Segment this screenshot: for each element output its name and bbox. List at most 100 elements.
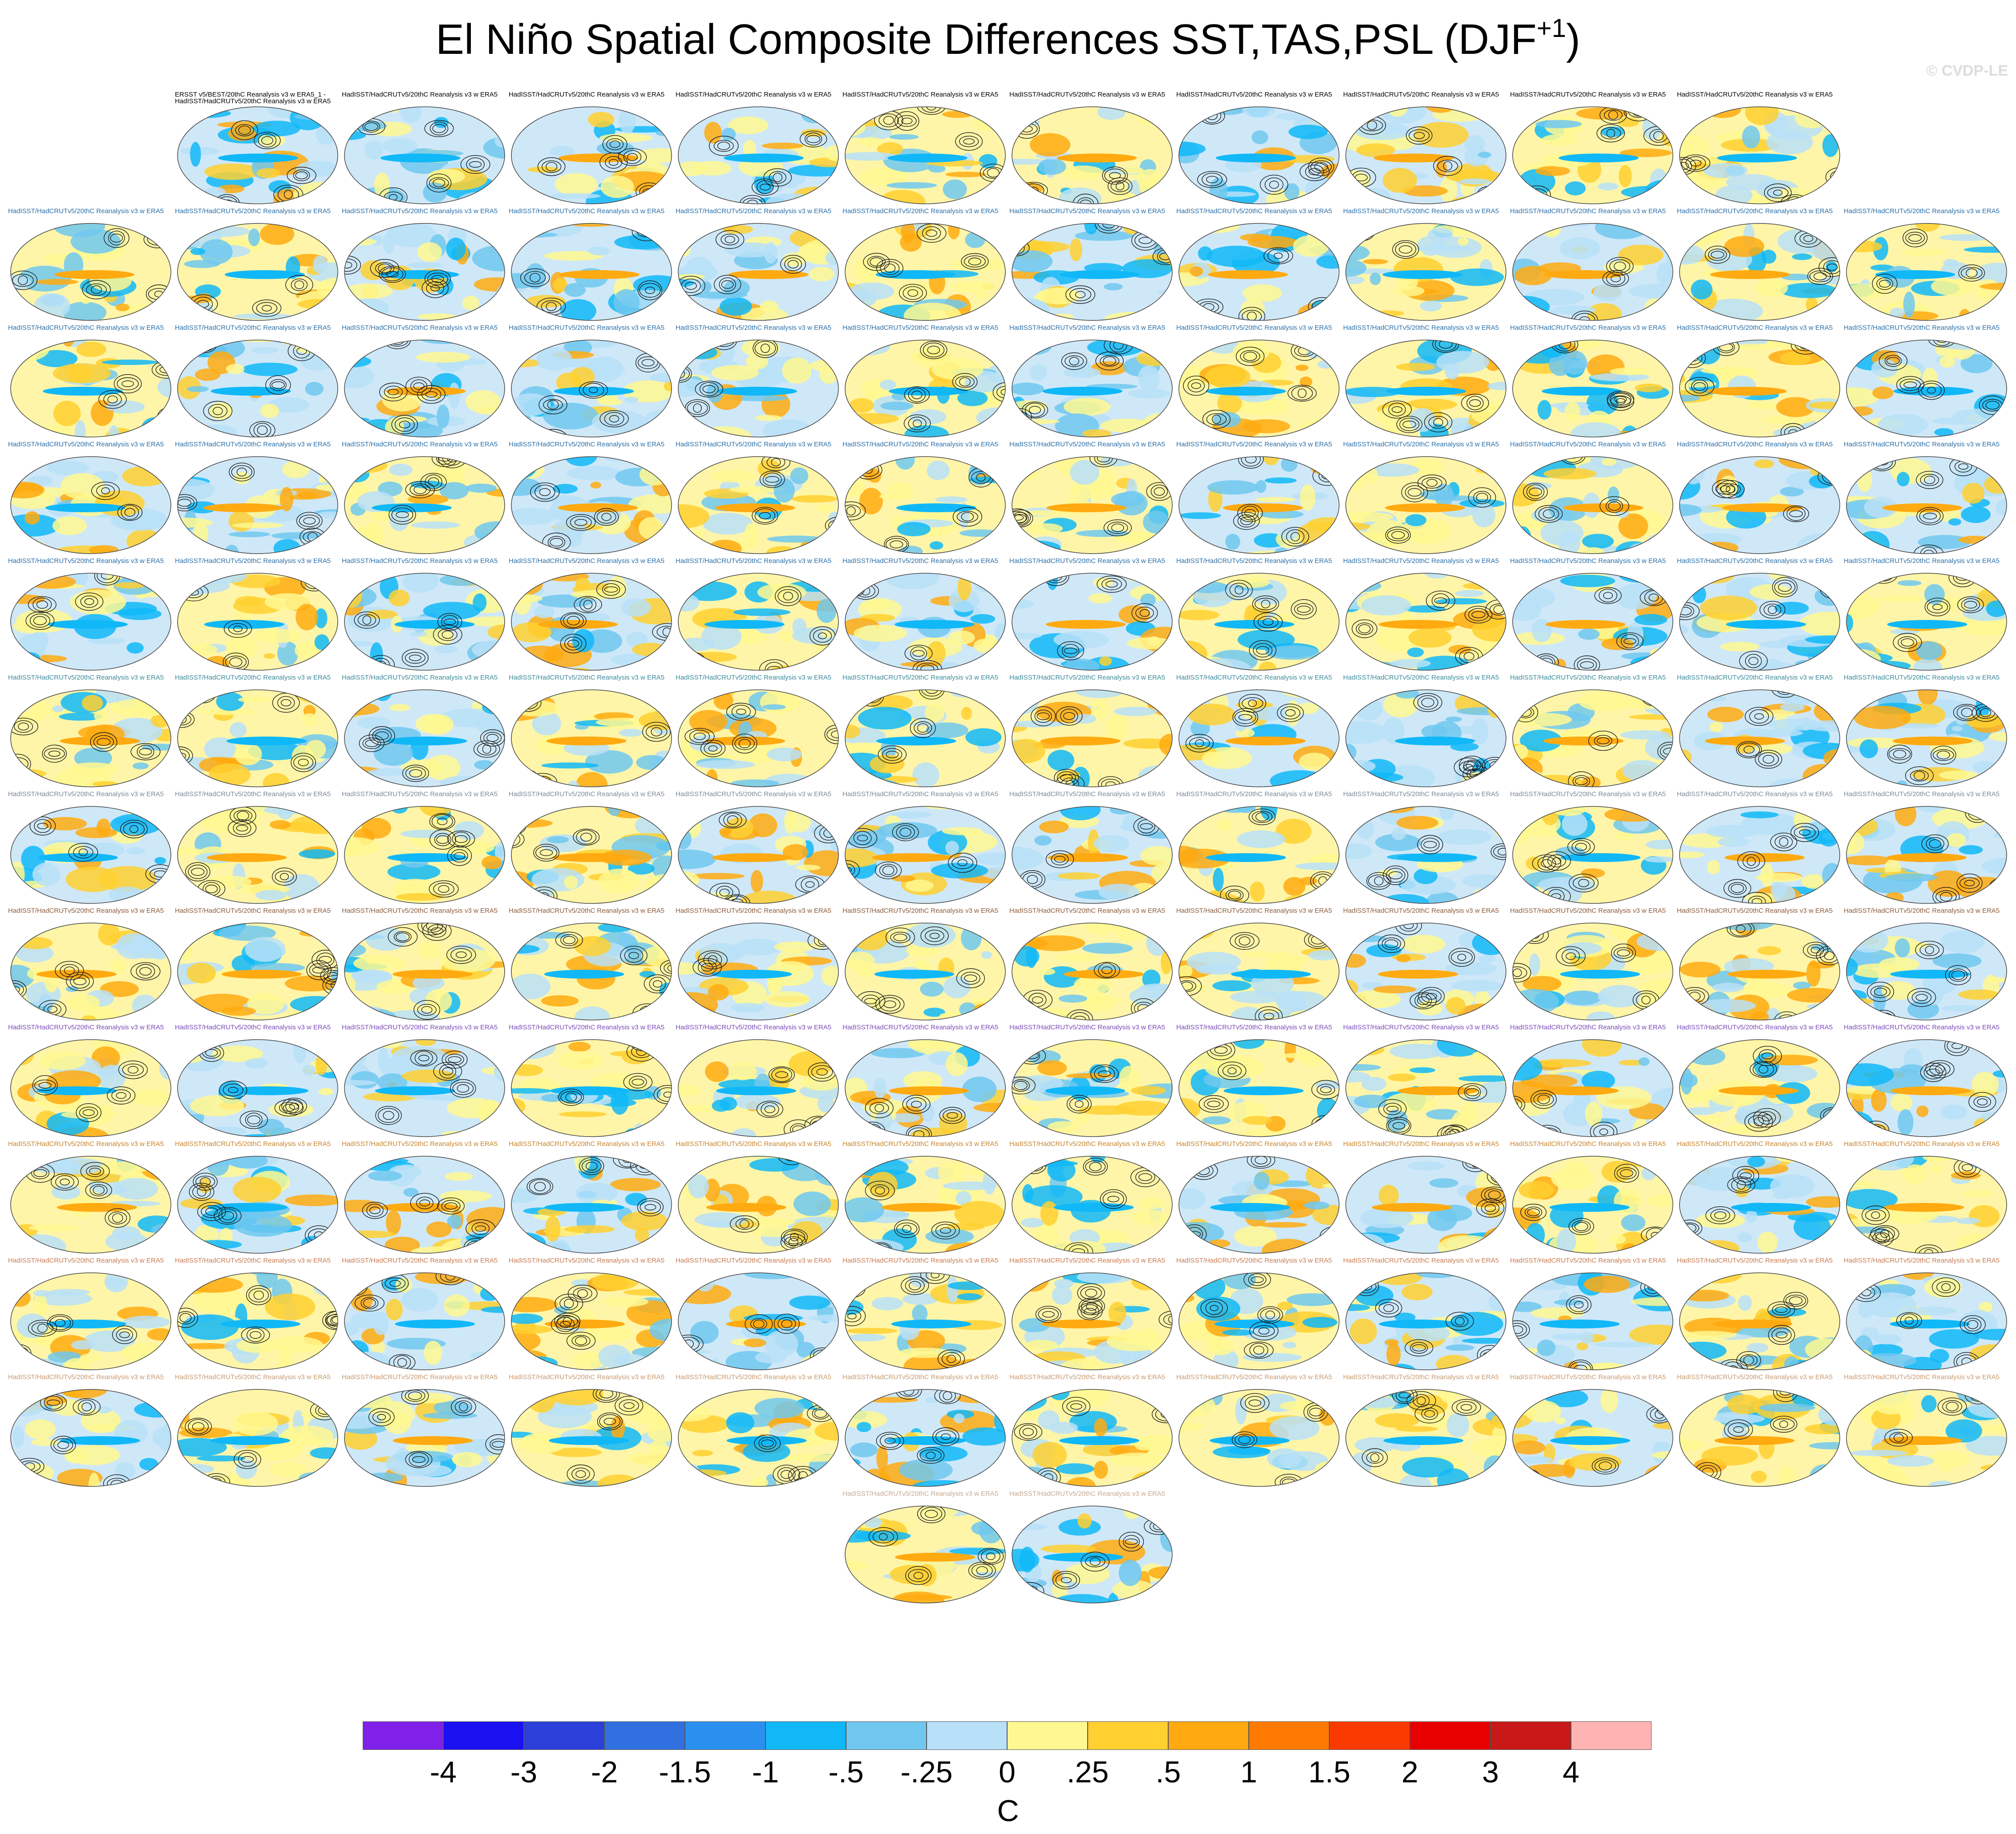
map-panel: HadISST/HadCRUTv5/20thC Reanalysis v3 w … (1009, 674, 1176, 794)
panel-label-line: HadISST/HadCRUTv5/20thC Reanalysis v3 w … (1343, 674, 1499, 681)
panel-label: HadISST/HadCRUTv5/20thC Reanalysis v3 w … (676, 674, 842, 688)
anomaly-patch (1037, 1060, 1067, 1076)
anomaly-patch (1513, 770, 1546, 785)
anomaly-patch (1773, 427, 1822, 437)
tropical-pacific-band (1875, 270, 1955, 279)
anomaly-patch (1136, 351, 1172, 366)
psl-contour (511, 822, 518, 830)
psl-contour (1823, 690, 1840, 702)
psl-contour (1240, 517, 1253, 525)
anomaly-patch (1088, 593, 1112, 604)
globe-outline (177, 223, 338, 321)
map-panel: HadISST/HadCRUTv5/20thC Reanalysis v3 w … (1677, 1024, 1844, 1144)
anomaly-patch (1388, 1073, 1416, 1082)
psl-contour (1606, 129, 1615, 138)
psl-contour (602, 583, 620, 596)
anomaly-patch (598, 923, 632, 933)
anomaly-patch (1165, 761, 1172, 769)
anomaly-patch (879, 380, 896, 390)
tropical-pacific-band (1726, 620, 1806, 629)
anomaly-patch (1634, 614, 1668, 626)
psl-contour (327, 466, 338, 479)
anomaly-patch (1242, 1116, 1273, 1125)
psl-contour (579, 381, 608, 399)
tropical-pacific-band (1223, 503, 1303, 512)
anomaly-patch (487, 624, 505, 640)
globe-outline (511, 573, 672, 671)
anomaly-patch (761, 142, 803, 149)
anomaly-patch (476, 690, 505, 701)
anomaly-patch (1039, 968, 1056, 975)
psl-contour (682, 656, 704, 668)
psl-contour (1392, 240, 1419, 259)
map-panel: HadISST/HadCRUTv5/20thC Reanalysis v3 w … (1510, 558, 1677, 678)
psl-contour (845, 582, 862, 595)
psl-contour (167, 424, 171, 433)
psl-contour (1102, 166, 1128, 185)
tropical-pacific-band (1045, 620, 1126, 629)
anomaly-patch (465, 196, 497, 204)
psl-contour (1299, 923, 1327, 932)
psl-contour (1846, 223, 1863, 231)
anomaly-patch (1140, 593, 1156, 607)
psl-contour (238, 126, 251, 135)
psl-contour (409, 654, 421, 661)
psl-contour (539, 488, 551, 496)
anomaly-patch (845, 340, 876, 351)
psl-contour (511, 820, 521, 832)
map-globe (1345, 573, 1506, 671)
anomaly-patch (344, 534, 356, 544)
psl-contour (864, 692, 878, 700)
anomaly-patch (24, 511, 40, 525)
psl-contour (1600, 127, 1621, 140)
anomaly-patch (52, 516, 87, 535)
psl-contour (1391, 531, 1405, 539)
map-globe (344, 223, 505, 321)
anomaly-patch (1084, 223, 1098, 235)
psl-contour (384, 385, 403, 398)
anomaly-patch (1895, 938, 1910, 958)
anomaly-patch (260, 223, 295, 245)
psl-contour (1437, 160, 1458, 172)
panel-label: HadISST/HadCRUTv5/20thC Reanalysis v3 w … (342, 91, 509, 105)
panel-label-line: HadISST/HadCRUTv5/20thC Reanalysis v3 w … (1343, 208, 1499, 215)
psl-contour (1469, 399, 1481, 407)
anomaly-patch (95, 490, 145, 517)
anomaly-patch (1513, 923, 1530, 932)
anomaly-patch (874, 1077, 887, 1098)
anomaly-patch (624, 397, 639, 403)
anomaly-patch (877, 142, 903, 156)
anomaly-patch (1749, 584, 1792, 600)
psl-contour (959, 136, 979, 147)
anomaly-patch (238, 696, 272, 703)
psl-contour (212, 407, 223, 415)
psl-contour (11, 548, 20, 554)
anomaly-patch (686, 345, 717, 360)
tropical-pacific-band (1216, 154, 1296, 162)
psl-contour (235, 124, 254, 137)
psl-contour (903, 286, 923, 300)
psl-contour (1356, 622, 1373, 635)
panel-label: HadISST/HadCRUTv5/20thC Reanalysis v3 w … (342, 907, 509, 921)
anomaly-patch (782, 252, 807, 267)
anomaly-patch (644, 431, 672, 437)
anomaly-patch (1638, 1057, 1650, 1066)
anomaly-patch (587, 112, 615, 128)
anomaly-patch (632, 643, 668, 656)
map-panel: HadISST/HadCRUTv5/20thC Reanalysis v3 w … (1844, 791, 2011, 911)
panel-label: HadISST/HadCRUTv5/20thC Reanalysis v3 w … (842, 558, 1009, 571)
anomaly-patch (1988, 977, 2007, 983)
anomaly-patch (1859, 739, 1878, 758)
psl-contour (1433, 418, 1443, 427)
anomaly-patch (1236, 577, 1270, 588)
map-globe (1512, 923, 1673, 1020)
panel-label-line: HadISST/HadCRUTv5/20thC Reanalysis v3 w … (1844, 324, 2000, 332)
anomaly-patch (302, 713, 318, 727)
tropical-pacific-band (1397, 1086, 1478, 1095)
psl-contour (1641, 690, 1669, 706)
psl-contour (1577, 658, 1597, 670)
psl-contour (11, 547, 17, 554)
anomaly-patch (551, 193, 601, 199)
anomaly-patch (979, 314, 1005, 320)
anomaly-patch (1846, 659, 1868, 670)
